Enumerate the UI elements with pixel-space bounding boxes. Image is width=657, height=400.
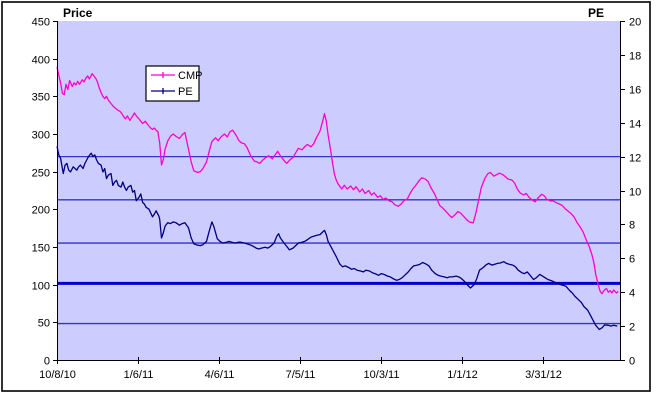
legend-box <box>145 65 200 102</box>
right-axis-tick-label: 6 <box>629 254 635 266</box>
right-axis-tick-label: 14 <box>629 119 641 131</box>
x-axis-tick-label: 3/31/12 <box>525 369 562 381</box>
left-axis-title: Price <box>63 6 93 20</box>
legend-item-label: CMP <box>178 70 202 82</box>
right-axis-tick-label: 20 <box>629 17 641 29</box>
left-axis-tick-label: 350 <box>32 92 50 104</box>
x-axis-tick-label: 1/6/11 <box>124 369 154 381</box>
right-axis-tick-label: 12 <box>629 153 641 165</box>
left-axis-tick-label: 150 <box>32 243 50 255</box>
figure-border <box>1 1 651 392</box>
left-axis-tick-label: 300 <box>32 130 50 142</box>
pe-series-line <box>56 146 618 331</box>
plot-area-background <box>57 21 620 360</box>
right-axis-tick-label: 2 <box>629 322 635 334</box>
x-axis-tick-label: 1/1/12 <box>447 369 478 381</box>
right-axis-tick-label: 8 <box>629 220 635 232</box>
x-axis-tick-label: 10/3/11 <box>364 369 400 381</box>
left-axis-tick-label: 250 <box>32 168 50 180</box>
left-axis-tick-label: 0 <box>44 356 50 368</box>
right-axis-tick-label: 16 <box>629 85 641 97</box>
right-axis-tick-label: 18 <box>629 51 641 63</box>
left-axis-tick-label: 450 <box>32 17 50 29</box>
right-axis-tick-label: 0 <box>629 356 635 368</box>
x-axis-tick-label: 10/8/10 <box>39 369 76 381</box>
right-axis-title: PE <box>588 6 604 20</box>
legend-item-label: PE <box>178 86 193 98</box>
left-axis-tick-label: 200 <box>32 205 50 217</box>
left-axis-tick-label: 400 <box>32 55 50 67</box>
cmp-series-line <box>56 66 619 295</box>
x-axis-tick-label: 7/5/11 <box>286 369 316 381</box>
right-axis-tick-label: 10 <box>629 187 641 199</box>
right-axis-tick-label: 4 <box>629 288 635 300</box>
x-axis-tick-label: 4/6/11 <box>205 369 235 381</box>
left-axis-tick-label: 100 <box>32 281 50 293</box>
left-axis-tick-label: 50 <box>38 318 50 330</box>
